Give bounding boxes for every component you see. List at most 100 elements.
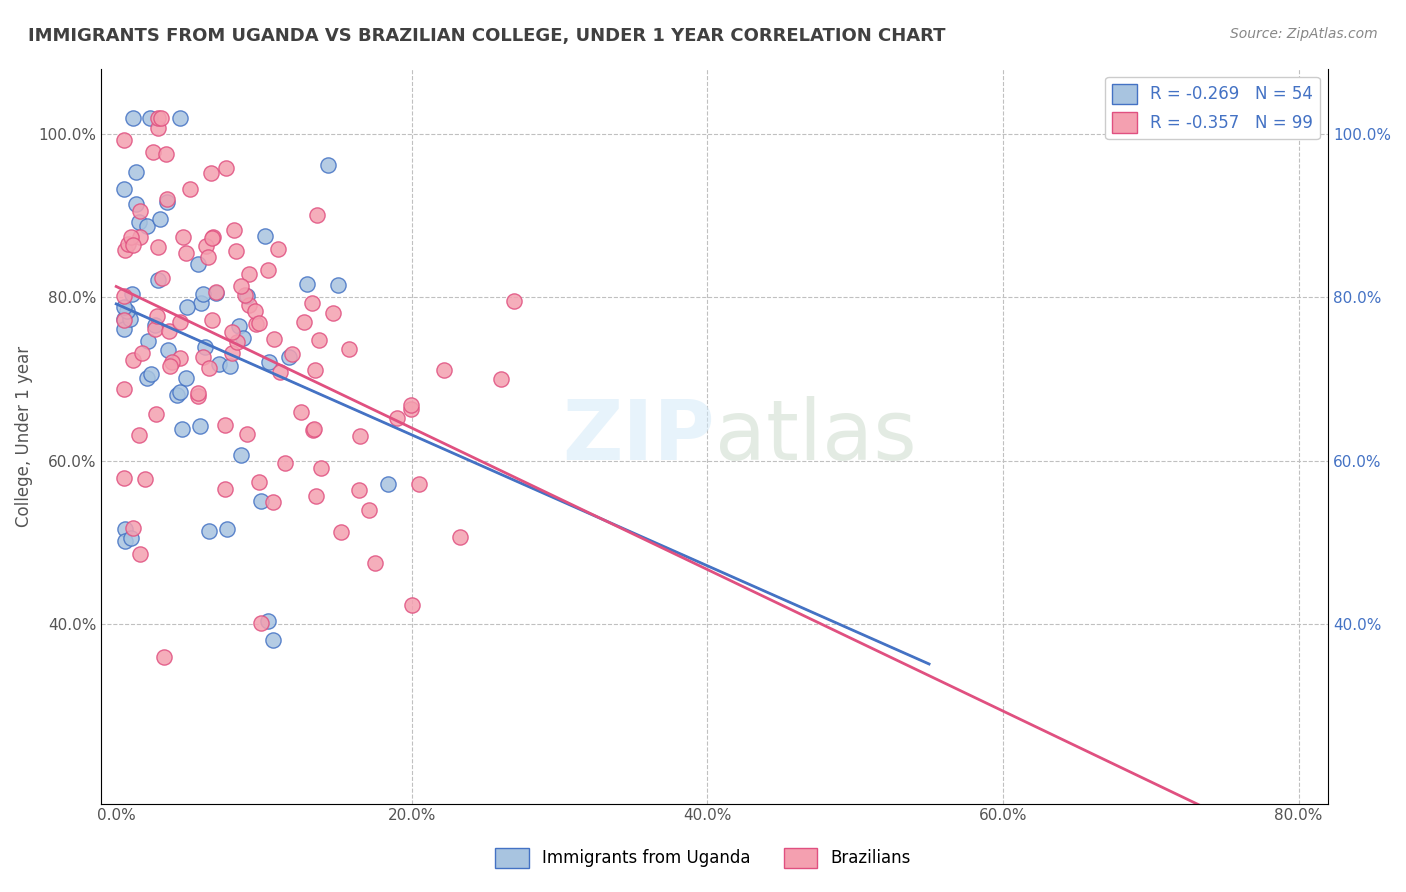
Point <box>146 309 169 323</box>
Point <box>114 534 136 549</box>
Text: Source: ZipAtlas.com: Source: ZipAtlas.com <box>1230 27 1378 41</box>
Point <box>118 312 141 326</box>
Point <box>399 398 422 412</box>
Point <box>143 321 166 335</box>
Point <box>149 211 172 226</box>
Point <box>136 334 159 348</box>
Point <box>245 317 267 331</box>
Point <box>146 111 169 125</box>
Point <box>201 312 224 326</box>
Point <box>267 242 290 256</box>
Point <box>205 285 228 299</box>
Point <box>202 230 225 244</box>
Point <box>217 522 239 536</box>
Point <box>150 271 173 285</box>
Point <box>214 482 236 496</box>
Point <box>253 229 276 244</box>
Point <box>159 359 181 373</box>
Point <box>148 121 170 136</box>
Point <box>174 370 197 384</box>
Point <box>308 333 330 347</box>
Point <box>136 219 159 233</box>
Point <box>236 426 259 441</box>
Point <box>128 428 150 442</box>
Point <box>122 521 145 535</box>
Point <box>146 272 169 286</box>
Point <box>226 334 249 349</box>
Point <box>139 111 162 125</box>
Point <box>187 385 209 400</box>
Point <box>247 475 270 489</box>
Point <box>112 382 135 396</box>
Point <box>302 422 325 436</box>
Point <box>145 407 167 421</box>
Point <box>114 522 136 536</box>
Point <box>218 359 240 374</box>
Point <box>129 229 152 244</box>
Point <box>225 244 247 258</box>
Point <box>262 495 284 509</box>
Point <box>112 313 135 327</box>
Point <box>257 355 280 369</box>
Point <box>187 389 209 403</box>
Point <box>120 531 142 545</box>
Point <box>238 268 260 282</box>
Point <box>198 524 221 538</box>
Point <box>274 456 297 470</box>
Point <box>221 345 243 359</box>
Point <box>187 257 209 271</box>
Point <box>146 240 169 254</box>
Point <box>357 502 380 516</box>
Point <box>197 361 219 376</box>
Point <box>224 223 246 237</box>
Point <box>256 263 278 277</box>
Point <box>229 279 252 293</box>
Point <box>503 294 526 309</box>
Point <box>117 237 139 252</box>
Point <box>195 239 218 253</box>
Point <box>193 351 215 365</box>
Point <box>129 203 152 218</box>
Y-axis label: College, Under 1 year: College, Under 1 year <box>15 345 32 526</box>
Point <box>176 300 198 314</box>
Point <box>142 145 165 159</box>
Point <box>432 363 454 377</box>
Point <box>208 358 231 372</box>
Point <box>337 342 360 356</box>
Point <box>262 633 284 648</box>
Point <box>169 315 191 329</box>
Point <box>232 331 254 345</box>
Point <box>250 615 273 630</box>
Point <box>301 423 323 437</box>
Legend: R = -0.269   N = 54, R = -0.357   N = 99: R = -0.269 N = 54, R = -0.357 N = 99 <box>1105 77 1320 139</box>
Point <box>326 277 349 292</box>
Point <box>166 388 188 402</box>
Point <box>170 422 193 436</box>
Point <box>149 111 172 125</box>
Point <box>112 312 135 326</box>
Point <box>121 353 143 368</box>
Point <box>152 649 174 664</box>
Point <box>143 318 166 332</box>
Point <box>169 111 191 125</box>
Point <box>364 556 387 570</box>
Point <box>349 429 371 443</box>
Point <box>193 287 215 301</box>
Point <box>215 161 238 175</box>
Point <box>156 192 179 206</box>
Point <box>301 295 323 310</box>
Point <box>162 354 184 368</box>
Point <box>156 343 179 358</box>
Point <box>401 598 423 612</box>
Point <box>408 477 430 491</box>
Text: atlas: atlas <box>714 395 917 476</box>
Point <box>377 476 399 491</box>
Point <box>156 195 179 210</box>
Point <box>112 182 135 196</box>
Point <box>179 181 201 195</box>
Point <box>125 197 148 211</box>
Point <box>121 287 143 301</box>
Point <box>204 285 226 300</box>
Point <box>115 303 138 318</box>
Point <box>157 324 180 338</box>
